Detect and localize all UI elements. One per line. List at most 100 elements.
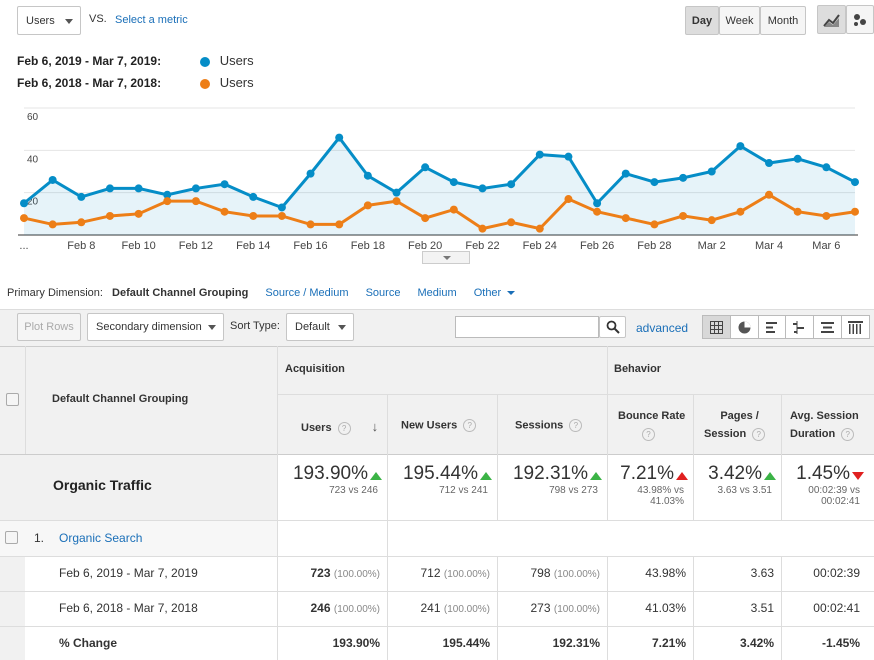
select-metric-link[interactable]: Select a metric: [115, 14, 188, 26]
data-point-0-3: [105, 184, 114, 193]
day-button[interactable]: Day: [685, 6, 719, 35]
select-all-checkbox[interactable]: [6, 393, 19, 406]
chevron-down-icon: [208, 325, 216, 330]
help-icon[interactable]: ?: [463, 419, 477, 432]
change-sessions: 192.31%: [552, 636, 600, 650]
line-chart-button[interactable]: [817, 5, 846, 34]
pivot-view-button[interactable]: [842, 316, 869, 338]
data-point-0-12: [363, 171, 372, 180]
motion-chart-button[interactable]: [846, 5, 874, 34]
row-2018-sessions: 273 (100.00%): [498, 601, 600, 615]
secondary-dimension-select[interactable]: Secondary dimension: [87, 313, 224, 341]
summary-duration-value: 1.45%: [796, 463, 850, 484]
search-button[interactable]: [599, 316, 626, 338]
sessions-column-header[interactable]: Sessions?: [515, 419, 583, 432]
divider: [278, 394, 874, 395]
divider: [607, 556, 608, 660]
series-line-0: [23, 135, 856, 210]
data-point-0-20: [593, 199, 602, 208]
legend-range-previous: Feb 6, 2018 - Mar 7, 2018:: [17, 76, 162, 90]
data-point-1-22: [650, 220, 659, 229]
y-tick-label: 40: [27, 154, 39, 165]
data-point-0-24: [707, 167, 716, 176]
new-users-column-header[interactable]: New Users?: [401, 419, 477, 432]
dimension-medium[interactable]: Medium: [417, 287, 457, 299]
divider: [0, 591, 874, 592]
metric-select[interactable]: Users: [17, 6, 81, 35]
dimension-source-medium[interactable]: Source / Medium: [265, 287, 349, 299]
table-search-input[interactable]: [455, 316, 599, 338]
users-column-header[interactable]: Users? ↓: [301, 419, 378, 435]
chart-collapse-handle[interactable]: [422, 251, 470, 264]
x-tick-label: Feb 8: [67, 240, 95, 252]
table-view-button[interactable]: [703, 316, 731, 338]
row-2019-duration: 00:02:39: [813, 566, 860, 580]
data-point-0-2: [77, 192, 86, 201]
data-point-0-21: [621, 169, 630, 178]
arrow-up-red-icon: [676, 471, 688, 480]
dimension-header[interactable]: Default Channel Grouping: [52, 393, 189, 405]
divider: [497, 394, 498, 520]
x-tick-label: Feb 22: [465, 240, 499, 252]
vs-label: VS.: [89, 13, 107, 25]
x-tick-label: Feb 16: [293, 240, 327, 252]
data-point-1-16: [478, 224, 487, 233]
help-icon[interactable]: ?: [752, 427, 766, 441]
summary-sessions-value: 192.31%: [512, 463, 588, 484]
x-tick-label: Feb 26: [580, 240, 614, 252]
performance-view-button[interactable]: [759, 316, 787, 338]
sort-arrow-down-icon: ↓: [371, 419, 379, 434]
help-icon[interactable]: ?: [569, 419, 583, 432]
help-icon[interactable]: ?: [642, 427, 655, 441]
data-point-1-4: [134, 209, 143, 218]
row-2019-new-users-value: 712: [420, 566, 441, 580]
plot-rows-button[interactable]: Plot Rows: [17, 313, 81, 341]
comparison-view-button[interactable]: [786, 316, 815, 338]
month-button[interactable]: Month: [760, 6, 806, 35]
divider: [277, 346, 278, 660]
divider: [693, 556, 694, 660]
row-2019-users-value: 723: [310, 566, 331, 580]
avg-duration-column-header[interactable]: Avg. Session Duration?: [790, 407, 859, 443]
arrow-up-icon: [590, 471, 602, 480]
pivot-icon: [821, 321, 835, 333]
data-point-0-23: [679, 173, 688, 182]
advanced-link[interactable]: advanced: [636, 321, 689, 335]
sort-type-select[interactable]: Default: [286, 313, 354, 341]
series-line-1: [23, 193, 856, 231]
data-point-1-10: [306, 220, 315, 229]
data-point-0-27: [793, 154, 802, 163]
new-users-column-label: New Users: [401, 419, 458, 432]
chevron-down-icon: [338, 325, 346, 330]
row-checkbox[interactable]: [5, 531, 18, 544]
sort-type-value: Default: [295, 321, 330, 333]
data-point-1-17: [507, 218, 516, 227]
divider: [781, 556, 782, 660]
bounce-rate-column-header[interactable]: Bounce Rate ?: [618, 407, 685, 443]
organic-search-link[interactable]: Organic Search: [59, 531, 143, 545]
divider: [387, 394, 388, 660]
data-point-1-26: [765, 190, 774, 199]
week-button[interactable]: Week: [719, 6, 760, 35]
summary-row-background: [0, 454, 278, 520]
dimension-other[interactable]: Other: [473, 287, 502, 299]
x-tick-label: Feb 14: [236, 240, 270, 252]
pie-view-button[interactable]: [731, 316, 759, 338]
term-cloud-view-button[interactable]: [814, 316, 843, 338]
dimension-source[interactable]: Source: [365, 287, 401, 299]
row-2018-new-users: 241 (100.00%): [388, 601, 490, 615]
data-point-1-19: [564, 195, 573, 204]
help-icon[interactable]: ?: [841, 427, 855, 441]
arrow-down-red-icon: [852, 471, 864, 480]
x-tick-label: Mar 6: [812, 240, 840, 252]
data-point-0-15: [449, 178, 458, 187]
change-bounce: 7.21%: [651, 636, 686, 650]
y-tick-label: 20: [27, 197, 39, 208]
pages-session-column-header[interactable]: Pages / Session?: [704, 407, 766, 443]
summary-duration-compare-2: 00:02:41: [821, 496, 860, 507]
search-icon: [606, 320, 620, 334]
summary-duration: 1.45% 00:02:39 vs 00:02:41: [782, 463, 864, 507]
summary-pages-session: 3.42% 3.63 vs 3.51: [694, 463, 776, 496]
help-icon[interactable]: ?: [337, 421, 351, 435]
divider: [0, 556, 874, 557]
